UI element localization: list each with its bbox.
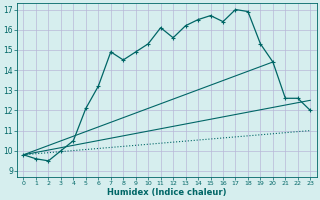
X-axis label: Humidex (Indice chaleur): Humidex (Indice chaleur)	[107, 188, 227, 197]
